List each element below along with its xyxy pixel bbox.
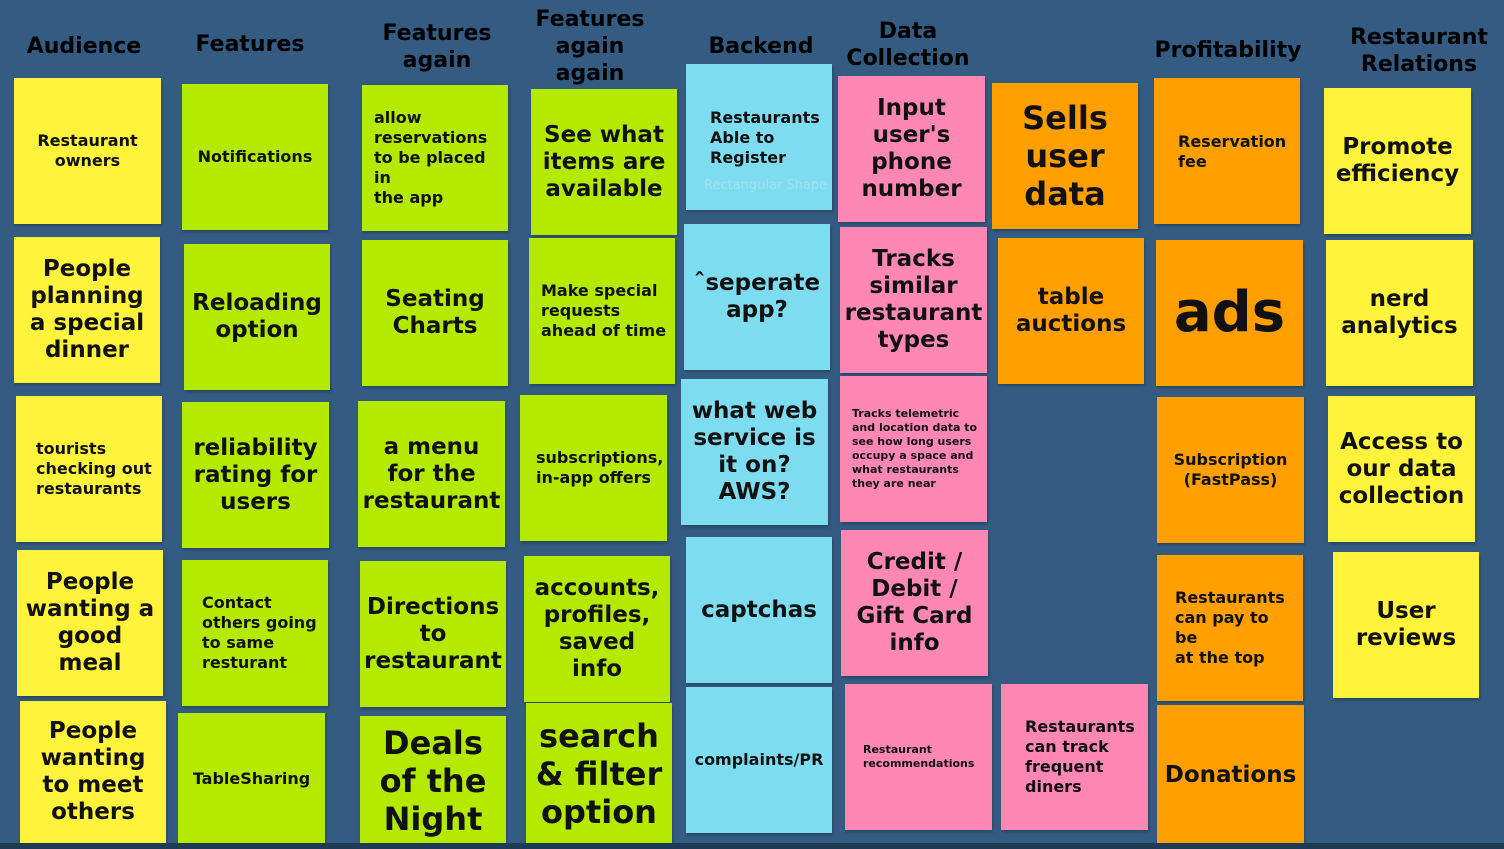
note-text: Notifications bbox=[197, 147, 313, 166]
note-text: Restaurants Able to Register bbox=[710, 108, 820, 167]
note-text: Tracks similar restaurant types bbox=[844, 246, 983, 353]
note-text: what web service is it on? AWS? bbox=[691, 398, 818, 505]
header-audience: Audience bbox=[26, 33, 142, 59]
sticky-note[interactable]: Seating Charts bbox=[362, 240, 508, 386]
note-text: Sells user data bbox=[1022, 99, 1108, 213]
header-profitability: Profitability bbox=[1154, 37, 1302, 63]
note-text: Promote efficiency bbox=[1335, 134, 1460, 187]
sticky-note[interactable]: People wanting to meet others bbox=[20, 701, 166, 843]
note-text: Reservation fee bbox=[1178, 132, 1287, 171]
sticky-note[interactable]: complaints/PR bbox=[686, 687, 832, 833]
sticky-note[interactable]: Restaurant owners bbox=[14, 78, 161, 224]
sticky-note[interactable]: User reviews bbox=[1333, 552, 1479, 698]
note-text: reliability rating for users bbox=[193, 434, 318, 515]
sticky-note[interactable]: a menu for the restaurant bbox=[358, 401, 505, 547]
header-features: Features bbox=[195, 31, 305, 57]
sticky-note[interactable]: tourists checking out restaurants bbox=[16, 396, 162, 542]
note-text: Deals of the Night bbox=[379, 724, 487, 838]
sticky-note[interactable]: nerd analytics bbox=[1326, 240, 1473, 386]
note-text: Donations bbox=[1164, 761, 1297, 788]
note-text: Directions to restaurant bbox=[364, 593, 502, 674]
note-text: See what items are available bbox=[542, 121, 666, 202]
note-text: Restaurant recommendations bbox=[863, 743, 975, 770]
header-data-collection: Data Collection bbox=[846, 19, 970, 71]
note-text: ˆseperate app? bbox=[693, 270, 821, 323]
sticky-note[interactable]: Promote efficiency bbox=[1324, 88, 1471, 234]
sticky-note[interactable]: ads bbox=[1156, 240, 1303, 386]
note-text: Restaurants can pay to be at the top bbox=[1175, 588, 1285, 667]
sticky-note[interactable]: Subscription (FastPass) bbox=[1157, 397, 1304, 543]
sticky-note[interactable]: accounts, profiles, saved info bbox=[524, 556, 670, 702]
sticky-note[interactable]: Credit / Debit / Gift Card info bbox=[841, 530, 988, 676]
note-text: Make special requests ahead of time bbox=[541, 281, 667, 340]
note-text: Contact others going to same resturant bbox=[202, 593, 317, 672]
sticky-note[interactable]: Reloading option bbox=[184, 244, 330, 390]
sticky-note[interactable]: See what items are available bbox=[531, 89, 677, 235]
note-text: Restaurants can track frequent diners bbox=[1025, 717, 1135, 796]
sticky-note[interactable]: TableSharing bbox=[178, 713, 325, 845]
sticky-note[interactable]: Restaurant recommendations bbox=[845, 684, 992, 830]
sticky-note[interactable]: search & filter option bbox=[526, 703, 672, 845]
note-text: Input user's phone number bbox=[861, 95, 962, 202]
note-text: complaints/PR bbox=[694, 750, 824, 769]
note-text: User reviews bbox=[1355, 598, 1457, 651]
note-text: accounts, profiles, saved info bbox=[534, 575, 660, 682]
note-text: tourists checking out restaurants bbox=[36, 439, 152, 498]
note-text: People planning a special dinner bbox=[29, 256, 145, 363]
ghost-shape-label: Rectangular Shape bbox=[704, 178, 828, 193]
sticky-note[interactable]: Access to our data collection bbox=[1328, 396, 1475, 542]
note-text: People wanting a good meal bbox=[25, 569, 155, 676]
sticky-note[interactable]: Input user's phone number bbox=[838, 76, 985, 222]
note-text: Subscription (FastPass) bbox=[1173, 450, 1288, 489]
sticky-note[interactable]: Donations bbox=[1157, 705, 1304, 845]
sticky-note[interactable]: Directions to restaurant bbox=[360, 561, 506, 707]
sticky-note[interactable]: Make special requests ahead of time bbox=[529, 238, 675, 384]
header-features-again-again: Features again again bbox=[535, 6, 645, 86]
sticky-note[interactable]: what web service is it on? AWS? bbox=[681, 379, 828, 525]
sticky-note[interactable]: reliability rating for users bbox=[182, 402, 329, 548]
sticky-note[interactable]: table auctions bbox=[998, 238, 1144, 384]
note-text: Seating Charts bbox=[385, 286, 485, 339]
note-text: captchas bbox=[701, 596, 817, 623]
note-text: subscriptions, in-app offers bbox=[536, 448, 664, 487]
sticky-note[interactable]: Deals of the Night bbox=[360, 716, 506, 846]
note-text: People wanting to meet others bbox=[40, 718, 146, 825]
sticky-note[interactable]: Restaurants can track frequent diners bbox=[1001, 684, 1148, 830]
header-backend: Backend bbox=[708, 33, 814, 59]
note-text: a menu for the restaurant bbox=[362, 433, 501, 514]
note-text: allow reservations to be placed in the a… bbox=[374, 108, 488, 207]
note-text: Credit / Debit / Gift Card info bbox=[856, 549, 973, 656]
sticky-note[interactable]: Restaurants can pay to be at the top bbox=[1157, 555, 1303, 701]
sticky-note[interactable]: ˆseperate app? bbox=[684, 224, 830, 370]
note-text: Restaurant owners bbox=[37, 131, 138, 170]
note-text: Tracks telemetric and location data to s… bbox=[852, 407, 978, 490]
bottom-edge bbox=[0, 843, 1504, 849]
note-text: Access to our data collection bbox=[1338, 428, 1465, 509]
sticky-note[interactable]: subscriptions, in-app offers bbox=[520, 395, 667, 541]
note-text: ads bbox=[1173, 280, 1286, 345]
sticky-note[interactable]: captchas bbox=[686, 537, 832, 683]
header-restaurant-relations: Restaurant Relations bbox=[1350, 25, 1488, 77]
note-text: Reloading option bbox=[192, 290, 322, 343]
sticky-note[interactable]: Contact others going to same resturant bbox=[182, 560, 328, 706]
header-features-again: Features again bbox=[382, 21, 492, 73]
sticky-note[interactable]: Sells user data bbox=[992, 83, 1138, 229]
sticky-note[interactable]: Restaurants Able to Register bbox=[686, 64, 832, 210]
note-text: search & filter option bbox=[535, 717, 663, 831]
note-text: nerd analytics bbox=[1341, 286, 1458, 339]
sticky-note[interactable]: Tracks similar restaurant types bbox=[840, 227, 987, 373]
sticky-note[interactable]: allow reservations to be placed in the a… bbox=[362, 85, 508, 231]
sticky-note[interactable]: Tracks telemetric and location data to s… bbox=[840, 376, 987, 522]
sticky-note[interactable]: Notifications bbox=[182, 84, 328, 230]
note-text: TableSharing bbox=[192, 769, 311, 788]
sticky-note[interactable]: Reservation fee bbox=[1154, 78, 1300, 224]
sticky-note[interactable]: People planning a special dinner bbox=[14, 237, 160, 383]
note-text: table auctions bbox=[1015, 284, 1127, 337]
sticky-note[interactable]: People wanting a good meal bbox=[17, 550, 163, 696]
